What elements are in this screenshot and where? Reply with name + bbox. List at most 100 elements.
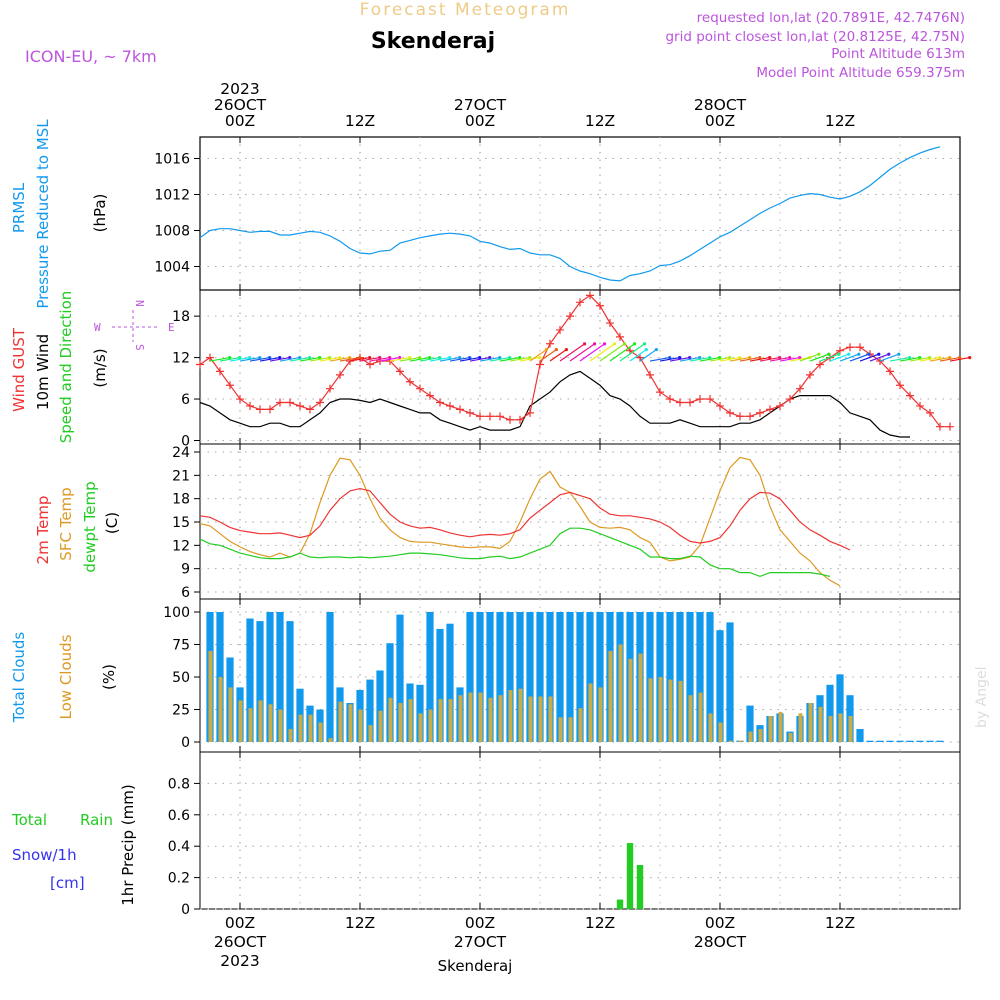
gust-marker [226,381,234,390]
wind-direction-arrowhead [798,355,802,360]
gust-marker [286,398,294,407]
gust-marker [276,398,284,407]
compass-s: S [133,344,146,351]
total-cloud-bar [256,621,264,742]
wind-direction-arrow [439,356,460,362]
rain-bar [636,865,644,909]
wind-direction-arrow [329,356,350,362]
wind-direction-arrow [619,343,645,362]
y-tick-label-temp: 6 [181,585,190,601]
low-cloud-bar [778,712,783,742]
y-tick-label-precip: 0 [181,902,190,918]
low-cloud-bar [748,731,753,742]
wind-direction-arrowhead [478,355,482,360]
wind-direction-arrow [889,356,910,362]
gust-marker [666,395,674,404]
time-label-top: 26OCT [214,96,267,114]
gust-marker [696,395,704,404]
wind-direction-arrow [869,353,889,362]
wind-direction-arrowhead [887,352,891,356]
low-cloud-bar [808,703,813,742]
gust-marker [426,391,434,400]
wind-direction-arrow [339,356,360,362]
wind-direction-arrowhead [278,355,282,360]
low-cloud-bar [378,710,383,742]
total-cloud-bar [836,674,844,742]
total-cloud-bar [886,740,894,742]
wind-direction-arrow [879,353,899,362]
wind-direction-arrowhead [632,342,637,346]
total-cloud-bar [876,740,884,742]
time-label-bottom: 12Z [825,914,855,932]
gust-marker [846,343,854,352]
total-cloud-bar [746,705,754,742]
wind-direction-arrowhead [948,355,952,360]
time-label-bottom: 00Z [705,914,735,932]
gust-marker [266,405,274,414]
low-cloud-bar [598,687,603,742]
total-cloud-bar [536,612,544,742]
low-cloud-bar [718,722,723,742]
gust-marker [746,412,754,421]
time-label-bottom: 28OCT [694,933,747,951]
gust-marker [576,298,584,307]
gust-marker [916,401,924,410]
watermark: by Angel [974,667,990,728]
gust-marker [786,395,794,404]
wind-direction-arrow [259,356,280,362]
wind-direction-arrowhead [518,355,522,360]
low-cloud-bar [218,677,223,742]
gust-marker [366,360,374,369]
y-tick-label-wind: 18 [172,309,190,325]
low-cloud-bar [358,709,363,742]
gust-marker [406,377,414,386]
wind-direction-arrow [939,356,960,362]
gust-marker [816,360,824,369]
wind-direction-arrow [229,356,250,362]
wind-direction-arrow [689,356,710,362]
y-tick-label-clouds: 50 [172,670,190,686]
total-cloud-bar [666,612,674,742]
wind-direction-arrowhead [622,342,627,346]
wind-direction-arrowhead [468,355,472,360]
gust-marker [196,360,204,369]
wind-direction-arrow [929,356,950,362]
panel-frame-precip [199,751,961,910]
y-tick-label-pressure: 1008 [154,224,190,240]
wind-direction-arrow [209,356,230,362]
total-cloud-bar [916,740,924,742]
footer-location: Skenderaj [438,957,513,975]
low-cloud-bar [298,714,303,742]
wind-direction-arrow [769,356,790,362]
panel-frame-wind [199,289,961,445]
wind-direction-arrow [609,343,635,362]
wind-direction-arrow [839,353,859,362]
gust-marker [706,395,714,404]
total-cloud-bar [286,621,294,742]
wind-direction-arrow [529,349,547,362]
wind-direction-arrowhead [857,352,861,356]
wind-direction-arrowhead [338,355,342,360]
low-cloud-bar [418,713,423,742]
wind-direction-arrow [909,356,930,362]
wind-direction-arrowhead [718,355,722,360]
compass-e: E [168,321,175,334]
low-cloud-bar [428,709,433,742]
low-cloud-bar [548,696,553,742]
wind-direction-arrow [579,343,605,362]
low-cloud-bar [658,677,663,742]
wind-direction-arrow [659,356,680,362]
total-cloud-bar [676,612,684,742]
wind-direction-arrowhead [368,355,372,360]
time-label-bottom: 00Z [225,914,255,932]
y-tick-label-wind: 0 [181,434,190,450]
total-cloud-bar [486,612,494,742]
low-cloud-bar [758,729,763,742]
wind-direction-arrowhead [958,355,962,360]
y-tick-label-wind: 6 [181,392,190,408]
label-hpa: (hPa) [91,194,109,233]
low-cloud-bar [538,696,543,742]
y-tick-label-precip: 0.2 [168,871,190,887]
y-tick-label-pressure: 1016 [154,152,190,168]
wind-direction-arrowhead [378,355,382,360]
